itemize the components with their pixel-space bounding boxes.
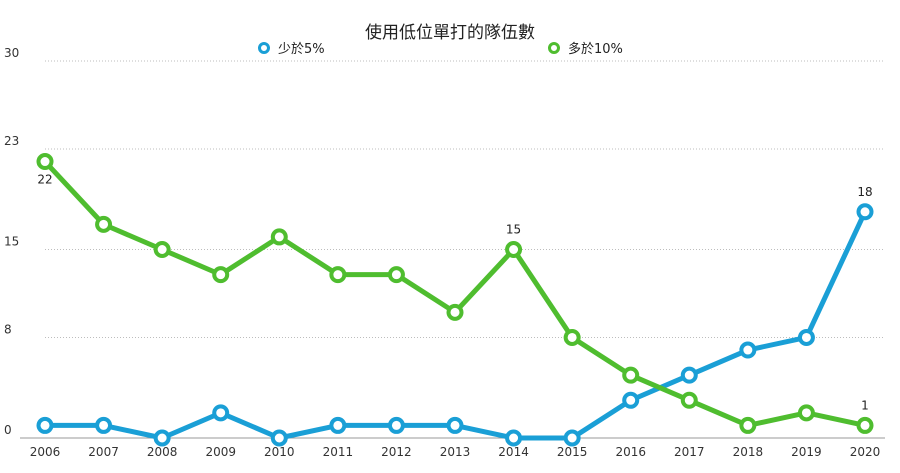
x-tick-label: 2012: [381, 445, 412, 459]
data-point: [446, 303, 464, 321]
x-tick-label: 2019: [791, 445, 822, 459]
x-tick-label: 2020: [850, 445, 881, 459]
data-point: [36, 416, 54, 434]
x-tick-label: 2017: [674, 445, 705, 459]
legend-marker-icon: [258, 41, 270, 54]
legend-label: 多於10%: [568, 42, 623, 57]
x-tick-label: 2013: [440, 445, 471, 459]
data-point: [680, 366, 698, 384]
data-point: [387, 416, 405, 434]
x-tick-label: 2008: [147, 445, 178, 459]
chart-title: 使用低位單打的隊伍數: [365, 23, 535, 43]
y-tick-label: 23: [4, 134, 19, 148]
data-point: [739, 341, 757, 359]
data-point: [505, 241, 523, 258]
data-point: [270, 228, 288, 246]
x-tick-label: 2009: [205, 445, 236, 459]
data-point: [739, 416, 757, 434]
data-point: [329, 416, 347, 434]
x-tick-label: 2016: [615, 445, 646, 459]
y-tick-label: 0: [4, 423, 12, 437]
data-label: 1: [861, 398, 869, 412]
series-line: [42, 159, 868, 428]
legend-item-series-2: 多於10%: [548, 38, 623, 57]
data-point: [329, 266, 347, 284]
data-point: [856, 203, 874, 221]
data-point: [36, 153, 54, 171]
data-point: [563, 429, 581, 447]
legend-label: 少於5%: [278, 42, 325, 57]
data-label: 15: [506, 223, 521, 237]
data-point: [680, 391, 698, 409]
data-point: [797, 404, 815, 422]
data-point: [622, 391, 640, 409]
y-tick-label: 8: [4, 322, 12, 336]
x-tick-label: 2007: [88, 445, 119, 459]
data-point: [95, 416, 113, 434]
y-tick-label: 15: [4, 235, 19, 249]
data-point: [387, 266, 405, 284]
data-point: [153, 241, 171, 258]
x-tick-label: 2010: [264, 445, 295, 459]
legend-marker-icon: [548, 41, 560, 54]
data-point: [95, 215, 113, 233]
data-point: [153, 429, 171, 447]
data-point: [797, 328, 815, 346]
data-point: [505, 429, 523, 447]
data-label: 18: [857, 185, 872, 199]
data-point: [563, 328, 581, 346]
data-point: [622, 366, 640, 384]
data-label: 22: [37, 173, 52, 187]
data-point: [446, 416, 464, 434]
legend-item-series-1: 少於5%: [258, 38, 325, 57]
x-tick-label: 2011: [323, 445, 354, 459]
x-tick-label: 2006: [30, 445, 61, 459]
x-tick-label: 2018: [733, 445, 764, 459]
x-tick-label: 2014: [498, 445, 529, 459]
y-tick-label: 30: [4, 46, 19, 60]
data-point: [270, 429, 288, 447]
data-point: [212, 266, 230, 284]
x-tick-label: 2015: [557, 445, 588, 459]
data-point: [212, 404, 230, 422]
data-point: [856, 416, 874, 434]
